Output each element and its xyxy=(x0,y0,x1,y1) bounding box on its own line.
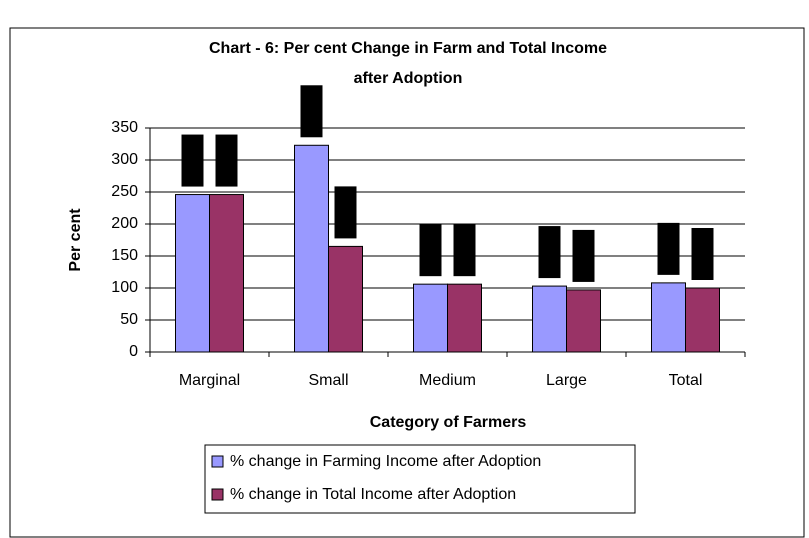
chart-title: after Adoption xyxy=(354,70,463,87)
redaction xyxy=(334,186,357,239)
redaction xyxy=(419,224,442,277)
redaction xyxy=(538,226,561,279)
bar xyxy=(532,285,567,353)
legend-swatch xyxy=(211,455,224,468)
bar xyxy=(294,144,329,353)
x-tick-label: Marginal xyxy=(179,372,240,389)
redaction xyxy=(300,85,323,138)
bar xyxy=(685,287,720,353)
y-tick-label: 100 xyxy=(111,279,138,296)
legend-swatch xyxy=(211,488,224,501)
y-tick-label: 350 xyxy=(111,119,138,136)
y-tick-label: 0 xyxy=(129,343,138,360)
redaction xyxy=(572,229,595,282)
bar xyxy=(209,194,244,353)
y-axis-title: Per cent xyxy=(67,208,84,272)
y-tick-label: 150 xyxy=(111,247,138,264)
legend-label: % change in Total Income after Adoption xyxy=(230,486,516,503)
redaction xyxy=(453,224,476,277)
x-tick-label: Small xyxy=(308,372,348,389)
legend-label: % change in Farming Income after Adoptio… xyxy=(230,453,541,470)
bar xyxy=(566,289,601,353)
x-tick-label: Total xyxy=(669,372,703,389)
bar xyxy=(651,282,686,353)
y-tick-label: 300 xyxy=(111,151,138,168)
chart-title: Chart - 6: Per cent Change in Farm and T… xyxy=(209,40,607,57)
bar xyxy=(447,283,482,353)
y-tick-label: 250 xyxy=(111,183,138,200)
redaction xyxy=(691,228,714,280)
redaction xyxy=(657,222,680,275)
x-axis-title: Category of Farmers xyxy=(370,414,527,431)
redaction xyxy=(215,134,238,187)
legend xyxy=(204,444,636,514)
bar xyxy=(175,194,210,353)
redaction xyxy=(181,134,204,187)
x-tick-label: Large xyxy=(546,372,587,389)
y-tick-label: 200 xyxy=(111,215,138,232)
y-tick-label: 50 xyxy=(120,311,138,328)
bar xyxy=(328,245,363,353)
x-tick-label: Medium xyxy=(419,372,476,389)
bar xyxy=(413,283,448,353)
